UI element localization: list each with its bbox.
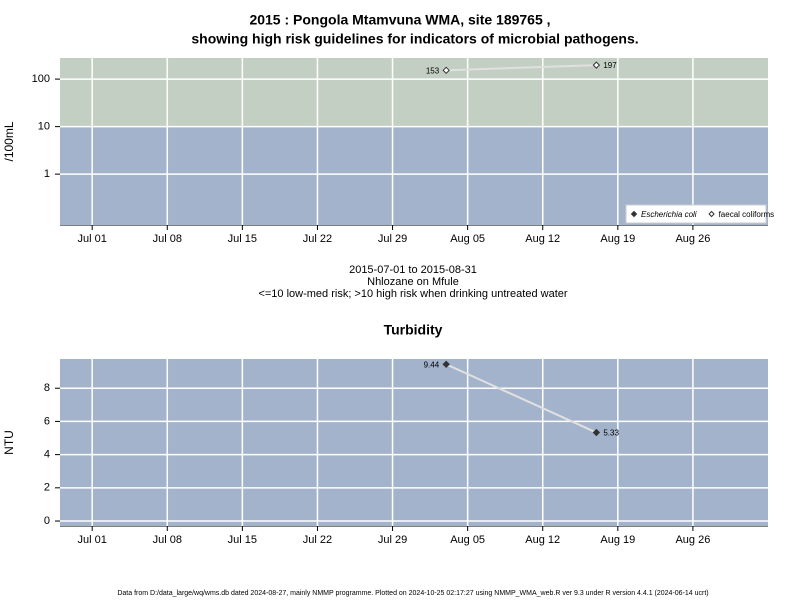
x-tick-label: Jul 29 (378, 233, 407, 245)
x-tick-label: Aug 19 (600, 534, 635, 546)
y-axis-label: NTU (2, 430, 16, 455)
data-label: 5.33 (603, 429, 619, 438)
x-tick-label: Jul 08 (153, 233, 182, 245)
y-tick-label: 8 (44, 382, 50, 394)
note: 2015-07-01 to 2015-08-31 (349, 264, 477, 276)
x-tick-label: Jul 01 (78, 534, 107, 546)
series-line (445, 363, 597, 434)
x-tick-label: Aug 05 (450, 233, 485, 245)
series-line (446, 64, 597, 72)
y-tick-label: 100 (32, 73, 50, 85)
x-tick-label: Aug 26 (675, 534, 710, 546)
risk-band (60, 58, 768, 127)
x-tick-label: Aug 05 (450, 534, 485, 546)
data-point (442, 66, 450, 75)
y-tick-label: 6 (44, 415, 50, 427)
x-tick-label: Jul 29 (378, 534, 407, 546)
footer: Data from D:/data_large/wq/wms.db dated … (117, 590, 708, 597)
x-tick-label: Jul 22 (303, 233, 332, 245)
y-axis-label: /100mL (2, 121, 16, 161)
data-point (442, 360, 450, 369)
x-tick-label: Jul 01 (78, 233, 107, 245)
x-tick-label: Aug 12 (525, 534, 560, 546)
y-tick-label: 10 (38, 121, 50, 133)
x-tick-label: Jul 08 (153, 534, 182, 546)
x-tick-label: Jul 15 (228, 534, 257, 546)
chart-subtitle: showing high risk guidelines for indicat… (191, 31, 638, 47)
legend-label: faecal coliforms (719, 210, 775, 219)
y-tick-label: 0 (44, 515, 50, 527)
x-tick-label: Aug 26 (675, 233, 710, 245)
legend-label: Escherichia coli (641, 210, 697, 219)
y-tick-label: 4 (44, 449, 50, 461)
x-tick-label: Jul 15 (228, 233, 257, 245)
y-tick-label: 2 (44, 482, 50, 494)
chart-title: 2015 : Pongola Mtamvuna WMA, site 189765… (249, 12, 550, 28)
plot-background (60, 359, 768, 526)
note: <=10 low-med risk; >10 high risk when dr… (258, 288, 567, 300)
chart-title: Turbidity (384, 322, 443, 338)
y-tick-label: 1 (44, 168, 50, 180)
data-label: 197 (603, 61, 617, 70)
legend: Escherichia coli faecal coliforms (625, 204, 775, 224)
data-label: 153 (426, 66, 440, 75)
legend-marker (630, 210, 638, 218)
legend-marker (708, 210, 715, 218)
x-tick-label: Jul 22 (303, 534, 332, 546)
note: Nhlozane on Mfule (367, 276, 459, 288)
x-tick-label: Aug 19 (600, 233, 635, 245)
legend-box (625, 204, 767, 224)
data-point (592, 61, 601, 69)
x-tick-label: Aug 12 (525, 233, 560, 245)
data-label: 9.44 (424, 360, 440, 369)
data-point (592, 428, 601, 437)
